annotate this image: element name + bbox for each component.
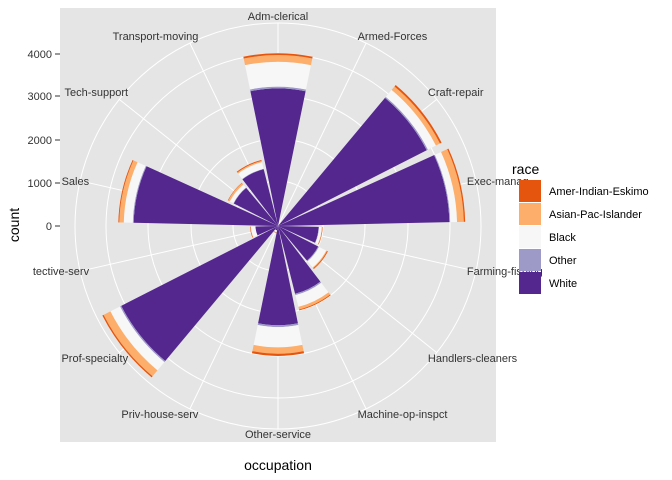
bar-farming-fishing-amer-indian-eskimo <box>318 226 323 245</box>
bar-transport-moving-black <box>238 162 264 179</box>
bar-craft-repair-black <box>385 89 436 150</box>
bar-priv-house-serv-amer-indian-eskimo <box>273 231 277 233</box>
bar-other-service-white <box>258 226 298 326</box>
category-label-prof-specialty: Prof-specialty <box>61 353 128 365</box>
category-label-handlers-cleaners: Handlers-cleaners <box>428 353 518 365</box>
y-tick-label: 3000 <box>28 91 52 103</box>
bar-adm-clerical-asian-pac-islander <box>243 55 313 66</box>
bar-farming-fishing-white <box>278 226 319 243</box>
bar-prof-specialty-asian-pac-islander <box>103 311 158 377</box>
y-tick-label: 1000 <box>28 178 52 190</box>
bar-farming-fishing-black <box>315 226 322 245</box>
bar-adm-clerical-other <box>250 86 306 92</box>
bar-protective-serv-asian-pac-islander <box>250 226 254 238</box>
bar-sales-white <box>133 166 278 226</box>
bar-adm-clerical-white <box>250 88 306 226</box>
grid-spoke <box>189 225 279 410</box>
bar-transport-moving-white <box>242 169 278 226</box>
category-label-transport-moving: Transport-moving <box>113 31 199 43</box>
category-label-other-service: Other-service <box>245 429 311 441</box>
bar-handlers-cleaners-amer-indian-eskimo <box>313 250 328 269</box>
bar-machine-op-inspct-other <box>295 281 322 296</box>
legend-key-amer-indian-eskimo <box>519 180 541 202</box>
bar-prof-specialty-black <box>110 306 165 371</box>
bar-machine-op-inspct-black <box>295 282 329 307</box>
bar-adm-clerical-black <box>245 61 311 90</box>
category-label-adm-clerical: Adm-clerical <box>248 11 309 23</box>
legend: race Amer-Indian-Eskimo Asian-Pac-Islande… <box>512 161 649 294</box>
bar-craft-repair-amer-indian-eskimo <box>394 85 442 144</box>
x-axis-title: occupation <box>244 457 312 473</box>
bar-machine-op-inspct-amer-indian-eskimo <box>299 294 331 311</box>
bar-adm-clerical-amer-indian-eskimo <box>243 53 313 59</box>
bar-machine-op-inspct-asian-pac-islander <box>298 292 331 310</box>
grid-spoke <box>277 42 367 227</box>
legend-label-amer-indian-eskimo: Amer-Indian-Eskimo <box>549 186 649 198</box>
category-label-tech-support: Tech-support <box>65 87 129 99</box>
legend-key-asian-pac-islander <box>519 203 541 225</box>
legend-key-white <box>519 272 541 294</box>
y-tick-label: 0 <box>46 221 52 233</box>
y-tick-label: 4000 <box>28 49 52 61</box>
bars-layer <box>102 53 466 378</box>
bar-exec-managerial-black <box>434 151 458 223</box>
bar-other-service-other <box>257 323 299 328</box>
bar-handlers-cleaners-other <box>306 246 319 262</box>
bar-other-service-asian-pac-islander <box>252 344 304 354</box>
bar-exec-managerial-asian-pac-islander <box>441 149 464 222</box>
y-tick-label: 2000 <box>28 135 52 147</box>
bar-prof-specialty-white <box>121 226 279 362</box>
legend-title: race <box>512 161 539 177</box>
category-label-sales: Sales <box>62 176 90 188</box>
y-axis-ticks: 0 1000 2000 3000 4000 <box>28 49 60 233</box>
legend-label-asian-pac-islander: Asian-Pac-Islander <box>549 209 642 221</box>
bar-handlers-cleaners-white <box>278 226 319 261</box>
legend-label-black: Black <box>549 232 576 244</box>
category-label-priv-house-serv: Priv-house-serv <box>121 409 199 421</box>
y-axis-title: count <box>6 208 22 242</box>
bar-priv-house-serv-asian-pac-islander <box>273 231 277 233</box>
bar-farming-fishing-asian-pac-islander <box>317 226 323 245</box>
bar-tech-support-white <box>233 187 278 226</box>
bar-tech-support-black <box>229 184 246 204</box>
bar-priv-house-serv-white <box>275 226 278 231</box>
bar-craft-repair-white <box>278 97 427 227</box>
bar-protective-serv-amer-indian-eskimo <box>250 226 253 238</box>
category-label-craft-repair: Craft-repair <box>428 87 484 99</box>
legend-label-white: White <box>549 278 577 290</box>
bar-sales-black <box>123 162 146 223</box>
bar-other-service-amer-indian-eskimo <box>251 351 305 356</box>
bar-sales-asian-pac-islander <box>119 160 138 223</box>
bar-other-service-black <box>253 325 303 348</box>
bar-craft-repair-asian-pac-islander <box>391 86 440 146</box>
category-label-machine-op-inspct: Machine-op-inspct <box>358 409 448 421</box>
grid-spoke <box>79 225 279 272</box>
bar-transport-moving-amer-indian-eskimo <box>236 159 262 173</box>
category-label-protective-serv: tective-serv <box>33 266 90 278</box>
legend-label-other: Other <box>549 255 577 267</box>
legend-key-black <box>519 226 541 248</box>
bar-priv-house-serv-black <box>274 229 277 233</box>
bar-exec-managerial-white <box>278 155 450 226</box>
bar-transport-moving-asian-pac-islander <box>237 160 262 174</box>
bar-protective-serv-black <box>250 226 258 238</box>
category-label-armed-forces: Armed-Forces <box>358 31 428 43</box>
bar-protective-serv-white <box>255 226 278 236</box>
bar-tech-support-asian-pac-islander <box>228 183 244 202</box>
category-labels: Adm-clerical Armed-Forces Craft-repair Exec… <box>33 11 543 441</box>
bar-machine-op-inspct-white <box>278 226 321 294</box>
bar-farming-fishing-other <box>314 226 320 243</box>
bar-handlers-cleaners-black <box>307 246 327 268</box>
category-label-exec-managerial: Exec-manag <box>467 176 529 188</box>
legend-key-other <box>519 249 541 271</box>
bar-handlers-cleaners-asian-pac-islander <box>312 250 328 269</box>
